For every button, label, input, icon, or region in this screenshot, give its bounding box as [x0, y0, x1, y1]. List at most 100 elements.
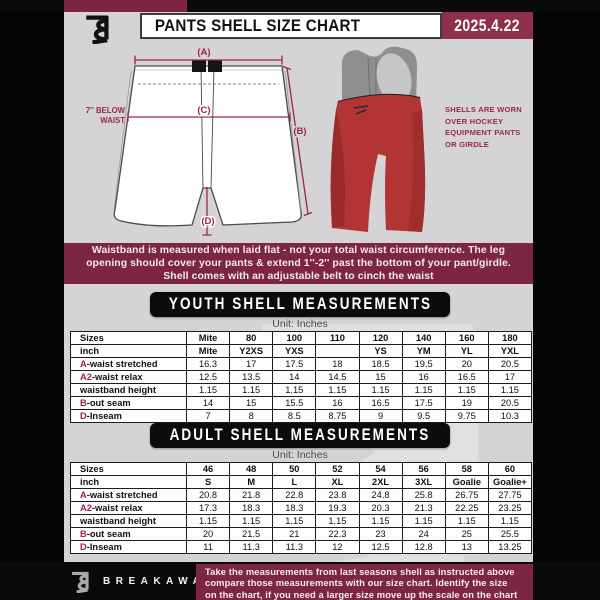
- value-cell: 110: [315, 331, 360, 345]
- row-label: A-waist stretched: [70, 357, 187, 371]
- value-cell: 7: [185, 409, 231, 423]
- value-cell: 25.5: [487, 527, 533, 541]
- youth-unit-label: Unit: Inches: [272, 318, 328, 330]
- diagram-label-c: (C): [197, 105, 210, 116]
- value-cell: 27.75: [487, 488, 533, 502]
- value-cell: 18: [315, 357, 360, 371]
- youth-measurements-table: Sizes Mite 80 100 110 120 140 160 180 inch Mite Y2X…: [70, 331, 533, 423]
- value-cell: 8: [229, 409, 274, 423]
- belt-buckle-icon: [192, 60, 206, 72]
- value-cell: 13.5: [229, 370, 274, 384]
- value-cell: 24.8: [358, 488, 403, 502]
- value-cell: 18.3: [272, 501, 317, 515]
- value-cell: 23.8: [315, 488, 360, 502]
- footer-instructions-box: Take the measurements from last seasons …: [196, 564, 533, 600]
- value-cell: 17: [487, 370, 533, 384]
- value-cell: 22.3: [315, 527, 360, 541]
- row-label: A-waist stretched: [70, 488, 187, 502]
- value-cell: 20.8: [185, 488, 231, 502]
- value-cell: 21.8: [229, 488, 274, 502]
- value-cell: 1.15: [358, 514, 403, 528]
- value-cell: 8.75: [315, 409, 360, 423]
- value-cell: 11.3: [229, 540, 274, 554]
- youth-section-banner: YOUTH SHELL MEASUREMENTS: [150, 292, 450, 317]
- value-cell: 23: [358, 527, 403, 541]
- value-cell: 1.15: [315, 383, 360, 397]
- top-maroon-segment: [64, 0, 187, 12]
- value-cell: 16.5: [358, 396, 403, 410]
- left-border-band: [0, 0, 64, 600]
- date-badge: 2025.4.22: [442, 12, 533, 39]
- diagram-label-a: (A): [197, 47, 210, 58]
- value-cell: 21.3: [401, 501, 446, 515]
- table-row: waistband height 1.15 1.15 1.15 1.15 1.15 1.15…: [70, 514, 533, 528]
- value-cell: S: [185, 475, 231, 489]
- row-label: Sizes: [70, 331, 187, 345]
- value-cell: 11: [185, 540, 231, 554]
- value-cell: 1.15: [185, 514, 231, 528]
- value-cell: 1.15: [444, 383, 489, 397]
- value-cell: 1.15: [401, 514, 446, 528]
- value-cell: YM: [401, 344, 446, 358]
- value-cell: 10.3: [487, 409, 533, 423]
- value-cell: 1.15: [401, 383, 446, 397]
- value-cell: 20: [185, 527, 231, 541]
- value-cell: 14.5: [315, 370, 360, 384]
- value-cell: 22.25: [444, 501, 489, 515]
- adult-unit-label: Unit: Inches: [272, 449, 328, 461]
- row-label-accent: D: [80, 542, 87, 552]
- value-cell: 8.5: [272, 409, 317, 423]
- brand-name: BREAKAWAY: [103, 576, 217, 587]
- row-label: waistband height: [70, 383, 187, 397]
- svg-text:7'' BELOW: 7'' BELOW: [86, 106, 126, 115]
- photo-note-line: EQUIPMENT PANTS: [445, 128, 521, 138]
- value-cell: 50: [272, 462, 317, 476]
- value-cell: 18.3: [229, 501, 274, 515]
- diagram-label-d: (D): [201, 216, 214, 227]
- row-label: D-Inseam: [70, 409, 187, 423]
- value-cell: 160: [444, 331, 489, 345]
- value-cell: 26.75: [444, 488, 489, 502]
- value-cell: 9: [358, 409, 403, 423]
- value-cell: 16.3: [185, 357, 231, 371]
- value-cell: 11.3: [272, 540, 317, 554]
- value-cell: 1.15: [487, 514, 533, 528]
- value-cell: 19: [444, 396, 489, 410]
- value-cell: 100: [272, 331, 317, 345]
- page-title: PANTS SHELL SIZE CHART: [154, 16, 361, 35]
- below-waist-label: 7'' BELOW WAIST: [86, 106, 126, 125]
- value-cell: 15: [358, 370, 403, 384]
- value-cell: 46: [185, 462, 231, 476]
- photo-note-line: SHELLS ARE WORN: [445, 105, 522, 114]
- value-cell: 16: [401, 370, 446, 384]
- right-border-band: [533, 0, 600, 600]
- footer-instructions-line: on the chart, if you need a larger size …: [205, 588, 518, 600]
- value-cell: 9.75: [444, 409, 489, 423]
- value-cell: 12: [315, 540, 360, 554]
- value-cell: Mite: [185, 344, 231, 358]
- value-cell: 1.15: [315, 514, 360, 528]
- value-cell: 2XL: [358, 475, 403, 489]
- value-cell: 12.8: [401, 540, 446, 554]
- value-cell: 1.15: [444, 514, 489, 528]
- photo-note: SHELLS ARE WORN OVER HOCKEY EQUIPMENT PA…: [445, 104, 545, 150]
- table-row: Sizes 46 48 50 52 54 56 58 60: [70, 462, 533, 476]
- svg-text:WAIST: WAIST: [100, 116, 125, 125]
- shell-product-photo: [330, 46, 426, 232]
- row-label: A2-waist relax: [70, 370, 187, 384]
- value-cell: 3XL: [401, 475, 446, 489]
- footer-instructions-line: Take the measurements from last seasons …: [205, 566, 515, 577]
- value-cell: Goalie+: [487, 475, 533, 489]
- measurement-instructions-band: Waistband is measured when laid flat - n…: [64, 243, 533, 284]
- table-row: A-waist stretched 20.8 21.8 22.8 23.8 24.8 25.…: [70, 488, 533, 502]
- diagram-label-b: (B): [293, 126, 306, 137]
- value-cell: 1.15: [358, 383, 403, 397]
- value-cell: 16.5: [444, 370, 489, 384]
- value-cell: 54: [358, 462, 403, 476]
- table-row: waistband height 1.15 1.15 1.15 1.15 1.15 1.15…: [70, 383, 533, 397]
- row-label: A2-waist relax: [70, 501, 187, 515]
- instructions-line: Waistband is measured when laid flat - n…: [91, 244, 506, 256]
- row-label-accent: A: [80, 490, 87, 500]
- value-cell: M: [229, 475, 274, 489]
